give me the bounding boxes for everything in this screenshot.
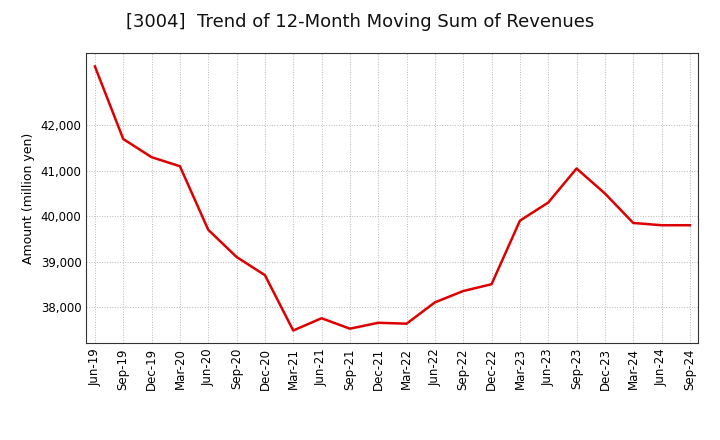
Text: [3004]  Trend of 12-Month Moving Sum of Revenues: [3004] Trend of 12-Month Moving Sum of R…	[126, 13, 594, 31]
Y-axis label: Amount (million yen): Amount (million yen)	[22, 132, 35, 264]
